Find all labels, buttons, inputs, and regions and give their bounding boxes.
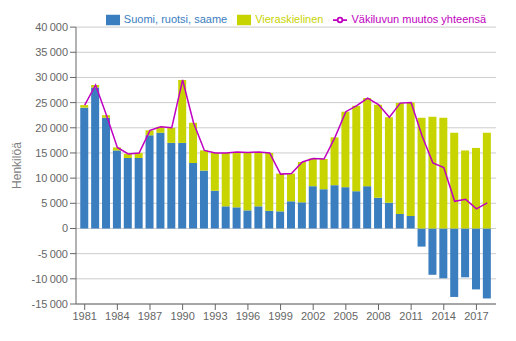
svg-text:2008: 2008 (366, 310, 390, 322)
svg-text:2017: 2017 (464, 310, 488, 322)
svg-text:2011: 2011 (399, 310, 423, 322)
svg-text:0: 0 (62, 222, 68, 234)
svg-text:1993: 1993 (203, 310, 227, 322)
html-text:Väkiluvun muutos yhteensä: Väkiluvun muutos yhteensä (351, 13, 486, 25)
svg-text:10 000: 10 000 (35, 172, 68, 184)
svg-text:2005: 2005 (334, 310, 358, 322)
svg-text:Henkilöä: Henkilöä (10, 142, 24, 189)
svg-text:2014: 2014 (432, 310, 456, 322)
svg-text:1984: 1984 (105, 310, 129, 322)
svg-text:1996: 1996 (236, 310, 260, 322)
svg-text:15 000: 15 000 (35, 147, 68, 159)
svg-text:1999: 1999 (268, 310, 292, 322)
html-text:Vieraskielinen: Vieraskielinen (255, 13, 324, 25)
svg-text:25 000: 25 000 (35, 97, 68, 109)
svg-text:2002: 2002 (301, 310, 325, 322)
svg-text:40 000: 40 000 (35, 21, 68, 33)
svg-text:5 000: 5 000 (41, 197, 68, 209)
svg-text:1987: 1987 (138, 310, 162, 322)
svg-text:-15 000: -15 000 (32, 298, 68, 310)
svg-text:-5 000: -5 000 (38, 248, 68, 260)
svg-text:1981: 1981 (72, 310, 96, 322)
html-text:Suomi, ruotsi, saame: Suomi, ruotsi, saame (123, 13, 228, 25)
svg-text:30 000: 30 000 (35, 71, 68, 83)
svg-text:1990: 1990 (170, 310, 194, 322)
svg-text:-10 000: -10 000 (32, 273, 68, 285)
svg-text:20 000: 20 000 (35, 122, 68, 134)
svg-text:35 000: 35 000 (35, 46, 68, 58)
